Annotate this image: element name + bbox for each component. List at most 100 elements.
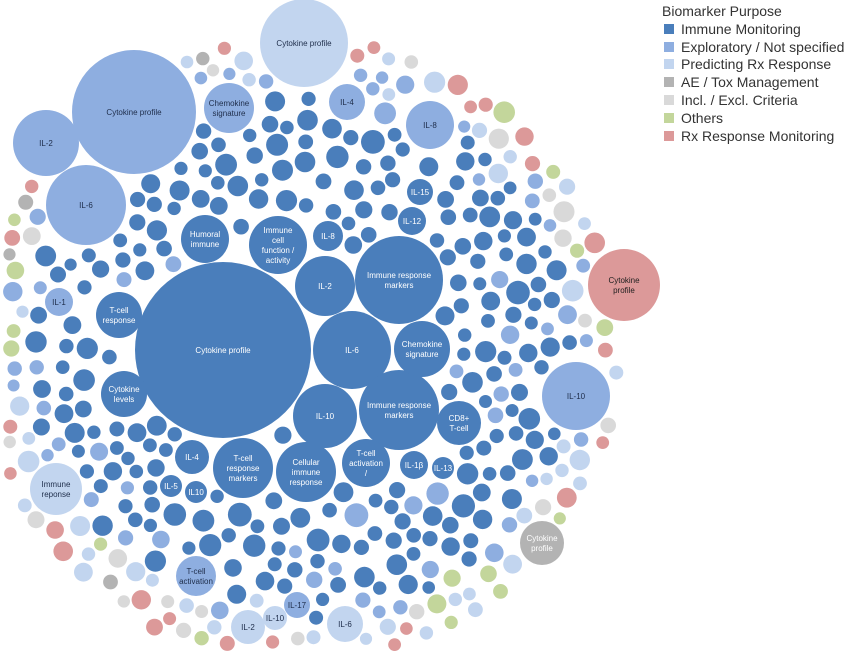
- bubble-predicting: [179, 598, 194, 613]
- bubble-rx: [524, 156, 541, 172]
- bubble-immune: [118, 499, 133, 514]
- bubble-immune: [147, 459, 165, 477]
- bubble-immune: [73, 369, 95, 391]
- bubble-exploratory: [487, 407, 504, 424]
- bubble-immune: [129, 464, 144, 479]
- bubble-immune: [58, 386, 74, 402]
- bubble-rx: [131, 590, 151, 610]
- bubble-immune: [506, 280, 530, 305]
- bubble-label: IL-17: [288, 601, 307, 610]
- bubble-immune: [271, 541, 286, 556]
- bubble-predicting: [448, 592, 462, 607]
- bubble-predicting: [74, 562, 93, 582]
- bubble-label: IL-2: [39, 139, 53, 148]
- bubble-label: IL-10: [266, 614, 285, 623]
- bubble-immune: [508, 426, 524, 441]
- bubble-label: IL10: [188, 488, 204, 497]
- bubble-label: Cellular immune response: [290, 458, 323, 487]
- bubble-immune: [367, 526, 383, 541]
- bubble-immune: [478, 152, 492, 167]
- bubble-immune: [440, 209, 457, 225]
- bubble-others: [8, 213, 21, 227]
- bubble-immune: [472, 483, 491, 502]
- bubble-immune: [224, 559, 242, 577]
- bubble-exploratory: [527, 173, 543, 189]
- bubble-immune: [407, 179, 433, 205]
- bubble-immune: [71, 444, 85, 458]
- bubble-immune: [512, 449, 533, 470]
- bubble-others: [493, 101, 515, 123]
- bubble-predicting: [207, 620, 222, 635]
- bubble-rx: [478, 97, 493, 112]
- bubble-ae: [103, 574, 118, 590]
- bubble-immune: [355, 159, 372, 175]
- bubble-immune: [344, 180, 364, 200]
- bubble-exploratory: [118, 530, 134, 546]
- bubble-immune: [276, 442, 336, 502]
- bubble-predicting: [306, 630, 321, 645]
- bubble-rx: [464, 100, 477, 114]
- bubble-exploratory: [542, 362, 610, 430]
- bubble-label: IL-8: [423, 121, 437, 130]
- bubble-immune: [462, 207, 478, 223]
- legend-item-incl: Incl. / Excl. Criteria: [662, 91, 866, 109]
- bubble-predicting: [249, 593, 264, 608]
- bubble-immune: [129, 214, 146, 231]
- bubble-immune: [384, 499, 399, 515]
- bubble-immune: [309, 610, 324, 625]
- bubble-immune: [332, 534, 351, 554]
- bubble-immune: [342, 439, 390, 487]
- bubble-immune: [385, 172, 401, 188]
- bubble-immune: [277, 578, 293, 594]
- bubble-immune: [395, 142, 410, 157]
- bubble-rx: [556, 487, 577, 508]
- bubble-immune: [482, 467, 497, 481]
- bubble-label: CD8+ T-cell: [449, 414, 470, 433]
- bubble-immune: [325, 204, 342, 220]
- bubble-label: IL-1β: [405, 461, 424, 470]
- bubble-immune: [380, 155, 396, 171]
- bubble-immune: [255, 173, 269, 187]
- bubble-immune: [135, 261, 155, 281]
- bubble-predicting: [70, 516, 91, 536]
- bubble-exploratory: [525, 474, 539, 487]
- bubble-exploratory: [353, 68, 368, 83]
- bubble-immune: [313, 311, 391, 389]
- legend-swatch: [664, 23, 674, 34]
- bubble-exploratory: [83, 492, 99, 508]
- bubble-predicting: [578, 217, 591, 231]
- bubble-immune: [144, 496, 160, 513]
- bubble-immune: [267, 557, 282, 572]
- bubble-predicting: [503, 554, 522, 574]
- bubble-immune: [81, 248, 96, 263]
- bubble-immune: [92, 515, 113, 536]
- legend-item-ae: AE / Tox Management: [662, 73, 866, 91]
- bubble-exploratory: [29, 360, 44, 375]
- bubble-rx: [367, 41, 381, 54]
- bubble-ae: [196, 51, 210, 66]
- bubble-immune: [316, 592, 330, 607]
- bubble-exploratory: [558, 305, 577, 325]
- bubble-immune: [503, 181, 517, 195]
- bubble-exploratory: [404, 496, 423, 515]
- bubble-immune: [77, 280, 92, 295]
- bubble-immune: [195, 123, 212, 139]
- bubble-exploratory: [524, 193, 540, 209]
- bubble-immune: [156, 240, 172, 257]
- bubble-exploratory: [375, 71, 389, 84]
- bubble-label: T-cell response: [103, 306, 136, 325]
- bubble-immune: [146, 220, 167, 241]
- legend-swatch: [664, 112, 674, 123]
- legend-label: AE / Tox Management: [681, 74, 819, 91]
- bubble-immune: [456, 463, 479, 485]
- bubble-rx: [4, 467, 17, 480]
- bubble-immune: [310, 554, 325, 569]
- bubble-immune: [394, 321, 450, 377]
- bubble-immune: [87, 425, 101, 439]
- bubble-exploratory: [396, 75, 415, 94]
- bubble-immune: [354, 566, 375, 588]
- bubble-immune: [76, 337, 98, 359]
- bubble-immune: [481, 314, 495, 328]
- bubble-exploratory: [328, 562, 342, 576]
- bubble-immune: [355, 201, 373, 219]
